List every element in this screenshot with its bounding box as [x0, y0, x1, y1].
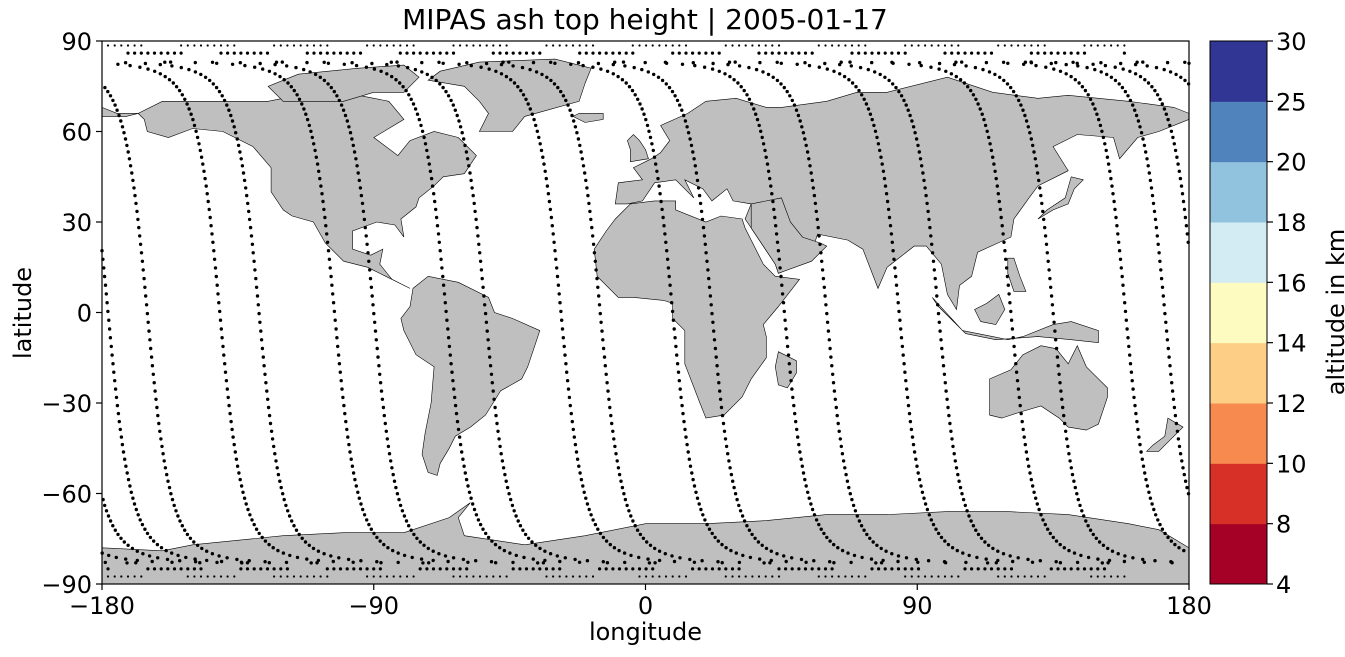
polar-track-points [106, 44, 1126, 578]
track-asc-7 [727, 60, 1105, 565]
africa-landmass [593, 200, 801, 419]
colorbar-tick-label: 4 [1276, 571, 1291, 599]
track-asc-3 [274, 60, 652, 565]
satellite-tracks [100, 44, 1191, 578]
y-tick-label: 0 [77, 300, 92, 328]
y-tick-label: 90 [61, 28, 92, 56]
colorbar: 4 8 10 12 14 16 18 20 25 30 [1209, 28, 1307, 599]
indonesia-landmass [932, 297, 1099, 344]
philippines-landmass [1007, 257, 1027, 292]
colorbar-tick-label: 14 [1276, 330, 1307, 358]
continents [101, 58, 1190, 585]
y-axis-label: latitude [9, 266, 37, 359]
track-asc-0 [100, 60, 1190, 565]
colorbar-tick-label: 20 [1276, 149, 1307, 177]
north-america-landmass [137, 91, 477, 289]
y-tick-label: −30 [41, 390, 92, 418]
colorbar-tick-label: 8 [1276, 511, 1291, 539]
colorbar-tick-label: 16 [1276, 269, 1307, 297]
track-asc-8 [125, 60, 1174, 565]
south-america-landmass [400, 275, 541, 476]
australia-landmass [989, 344, 1108, 431]
x-tick-label: −90 [348, 592, 399, 620]
colorbar-band [1210, 222, 1267, 283]
colorbar-label: altitude in km [1322, 228, 1345, 396]
colorbar-tick-label: 12 [1276, 390, 1307, 418]
colorbar-tick-label: 18 [1276, 209, 1307, 237]
colorbar-tick-label: 25 [1276, 88, 1307, 116]
y-tick-label: −90 [41, 571, 92, 599]
track-desc-1 [123, 60, 1187, 565]
track-asc-9 [100, 60, 1186, 565]
chart-title: MIPAS ash top height | 2005-01-17 [402, 3, 888, 36]
europe-asia-landmass [614, 76, 1190, 311]
colorbar-band [1210, 403, 1267, 464]
x-ticks: −180 −90 0 90 180 [69, 584, 1212, 620]
y-tick-label: −60 [41, 481, 92, 509]
japan-landmass [1037, 176, 1084, 220]
colorbar-tick-label: 10 [1276, 450, 1307, 478]
track-desc-4 [395, 60, 772, 565]
colorbar-tick-label: 30 [1276, 28, 1307, 56]
colorbar-band [1210, 463, 1267, 525]
iceland-landmass [572, 113, 604, 123]
track-desc-6 [621, 60, 998, 565]
x-tick-label: 0 [638, 592, 653, 620]
uk-landmass [627, 134, 649, 163]
x-tick-label: 90 [902, 592, 933, 620]
arabia-extra-landmass [750, 197, 828, 274]
madagascar-landmass [774, 351, 797, 389]
track-desc-5 [507, 60, 884, 565]
y-ticks: 90 60 30 0 −30 −60 −90 [41, 28, 102, 599]
track-desc-8 [103, 60, 1173, 565]
colorbar-band [1210, 101, 1267, 163]
track-asc-2 [163, 60, 540, 565]
track-asc-4 [389, 60, 766, 565]
track-desc-2 [168, 60, 546, 565]
track-desc-3 [280, 60, 657, 565]
colorbar-band [1210, 342, 1267, 404]
track-desc-9 [101, 60, 1191, 565]
x-axis-label: longitude [588, 618, 703, 646]
track-desc-7 [733, 60, 1110, 565]
x-tick-label: 180 [1166, 592, 1212, 620]
y-tick-label: 60 [61, 119, 92, 147]
x-tick-label: −180 [69, 592, 135, 620]
colorbar-band [1210, 41, 1267, 102]
track-asc-5 [501, 60, 878, 565]
y-tick-label: 30 [61, 209, 92, 237]
colorbar-band [1210, 161, 1267, 223]
colorbar-band [1210, 282, 1267, 344]
colorbar-band [1210, 523, 1267, 585]
track-asc-1 [116, 60, 1191, 565]
borneo-landmass [974, 293, 1006, 325]
